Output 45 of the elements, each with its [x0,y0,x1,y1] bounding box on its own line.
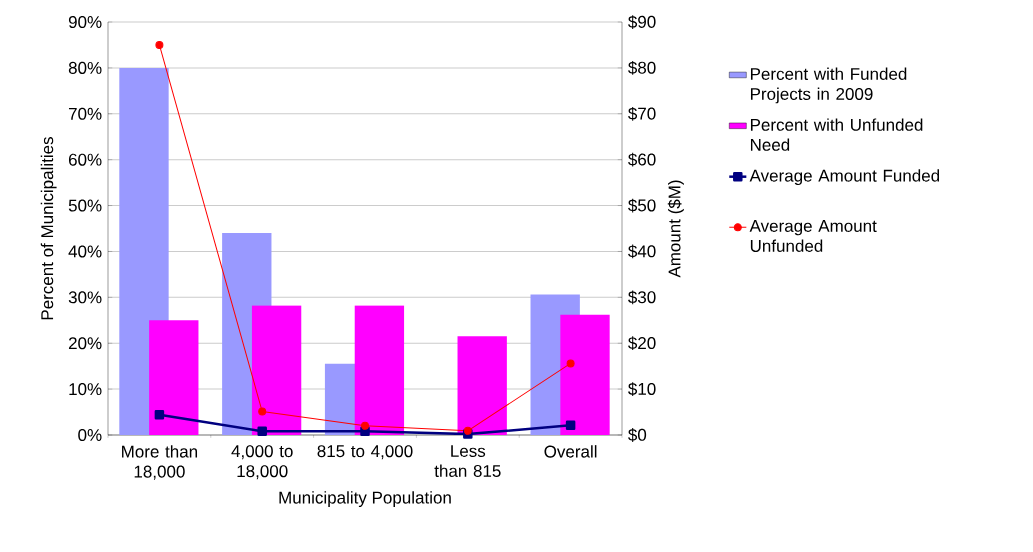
y-tick-label: 0% [78,428,102,442]
y-tick-label: 60% [68,153,102,166]
point [257,426,267,437]
bar [251,305,302,435]
y2-axis-title: Amount ($M) [667,180,684,278]
y2-tick-label: $10 [628,382,656,396]
x-tick-label: 4,000 to 18,000 [231,445,293,480]
x-tick-label: Less than 815 [434,445,501,477]
legend-label: Average Amount Funded [749,169,940,186]
point [566,359,575,368]
point [154,410,165,420]
point [361,421,370,430]
bar [457,336,507,435]
point [155,40,164,49]
point [258,407,267,416]
y-axis-title: Percent of Municipalities [40,137,57,320]
y-tick-label: 70% [68,107,102,120]
x-tick-label: More than 18,000 [122,445,198,480]
bar [149,320,199,435]
y2-tick-label: $60 [628,152,656,167]
legend-label: Percent with Funded Projects in 2009 [750,67,907,104]
y2-tick-label: $0 [628,428,647,442]
x-axis-title: Municipality Population [279,491,451,508]
bar [354,305,405,435]
y-tick-label: 90% [68,15,102,29]
y2-tick-label: $80 [628,61,656,75]
x-tick-label: 815 to 4,000 [317,445,413,460]
y2-tick-label: $50 [628,198,656,213]
bar [560,314,610,435]
legend-label: Percent with Unfunded Need [750,118,923,151]
y2-tick-label: $40 [628,244,656,259]
y-tick-label: 80% [68,61,102,74]
legend-label: Average Amount Unfunded [749,220,877,252]
y-tick-label: 10% [69,383,102,396]
y-tick-label: 30% [68,291,102,304]
y2-tick-label: $30 [628,290,656,305]
y2-tick-label: $20 [628,336,656,351]
y2-tick-label: $90 [628,15,656,29]
y2-tick-label: $70 [628,106,656,121]
point [463,426,472,435]
y-tick-label: 20% [68,337,102,350]
y-tick-label: 40% [68,245,102,258]
point [565,420,576,431]
x-tick-label: Overall [544,445,597,458]
y-tick-label: 50% [68,199,102,212]
